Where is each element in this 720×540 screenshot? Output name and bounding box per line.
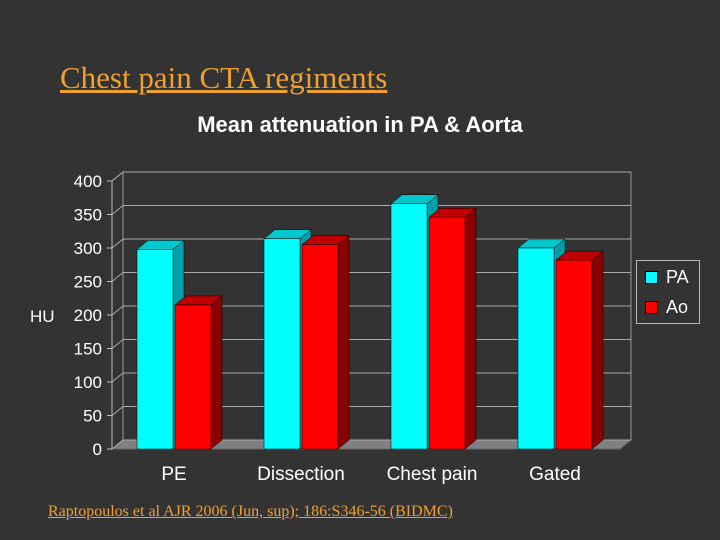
bar-front xyxy=(517,247,555,450)
x-tick-label: Chest pain xyxy=(387,464,478,485)
slide-title: Chest pain CTA regiments xyxy=(60,60,388,95)
bar-side xyxy=(464,207,477,450)
bar-front xyxy=(390,203,428,450)
citation-link[interactable]: Raptopoulos et al AJR 2006 (Jun, sup); 1… xyxy=(48,503,453,520)
gridline xyxy=(111,171,631,182)
bar-front xyxy=(301,244,339,450)
x-tick-label: PE xyxy=(161,464,186,485)
bar-front xyxy=(136,249,174,450)
bar-front xyxy=(174,304,212,450)
bar-ao-pe xyxy=(174,295,223,450)
y-axis-label: HU xyxy=(30,307,55,326)
legend-label-ao: Ao xyxy=(666,296,689,317)
x-axis-labels: PE Dissection Chest pain Gated xyxy=(161,464,581,485)
legend-swatch-ao xyxy=(645,300,658,314)
bar-ao-gated xyxy=(555,250,604,450)
y-tick-label: 300 xyxy=(74,239,102,258)
bar-front xyxy=(428,216,466,450)
legend-label-pa: PA xyxy=(666,266,689,287)
y-tick-label: 200 xyxy=(74,306,102,325)
bar-side xyxy=(210,295,223,450)
bar-front xyxy=(555,259,593,450)
legend-swatch-pa xyxy=(645,270,658,284)
y-tick-label: 0 xyxy=(93,440,102,459)
y-tick-label: 350 xyxy=(74,206,102,225)
chart-title: Mean attenuation in PA & Aorta xyxy=(197,112,523,137)
y-tick-label: 400 xyxy=(74,172,102,191)
y-axis: 0 50 100 150 200 250 300 350 400 HU xyxy=(30,172,113,459)
bars xyxy=(136,194,604,450)
gridline xyxy=(111,205,631,215)
y-tick-label: 150 xyxy=(74,340,102,359)
legend: PA Ao xyxy=(636,260,700,324)
x-tick-label: Gated xyxy=(529,464,581,485)
legend-item-pa: PA xyxy=(645,267,689,287)
y-tick-label: 50 xyxy=(83,407,102,426)
x-tick-label: Dissection xyxy=(257,464,345,485)
bar-ao-dissection xyxy=(301,235,350,450)
bar-ao-chest-pain xyxy=(428,207,477,450)
bar-front xyxy=(263,238,301,450)
bar-side xyxy=(337,235,350,450)
bar-side xyxy=(591,250,604,450)
y-tick-label: 100 xyxy=(74,373,102,392)
legend-item-ao: Ao xyxy=(645,297,688,317)
y-tick-label: 250 xyxy=(74,273,102,292)
